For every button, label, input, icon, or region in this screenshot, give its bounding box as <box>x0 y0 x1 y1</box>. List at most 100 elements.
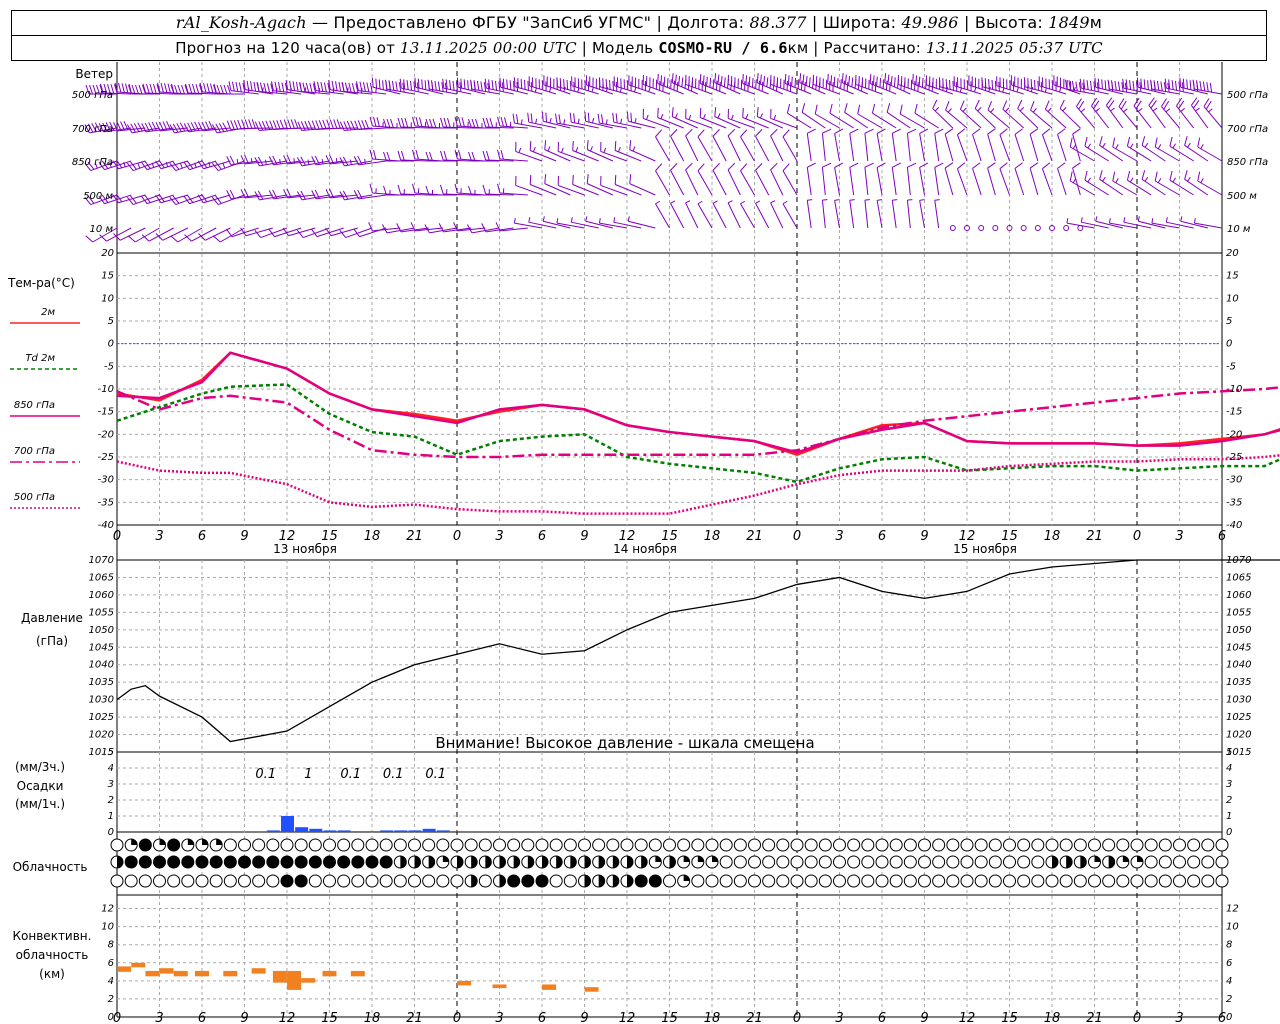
barb-shaft <box>1099 144 1124 162</box>
barb-half <box>570 217 573 223</box>
barb-flag <box>1192 79 1195 90</box>
cloud-circle <box>351 874 365 888</box>
ytick-left: 8 <box>108 940 114 951</box>
cloud-circle <box>238 838 251 852</box>
barb-flag <box>329 119 334 129</box>
cloud-circle <box>818 874 832 888</box>
cloud-circle <box>563 838 577 852</box>
barb-shaft <box>999 134 1010 162</box>
barb-flag <box>87 195 95 204</box>
wind-level-label: 500 м <box>83 191 113 202</box>
barb-flag <box>612 80 614 91</box>
barb-flag <box>94 122 101 132</box>
cloud-circle <box>1059 874 1073 888</box>
wind-level-label: 850 гПа <box>72 157 113 168</box>
provider-text: — Предоставлено ФГБУ "ЗапСиб УГМС" <box>312 13 652 32</box>
barb-shaft <box>1072 167 1081 196</box>
barb-flag <box>1118 98 1125 107</box>
barb-flag <box>323 82 327 92</box>
cloud-circle <box>620 838 634 852</box>
cloud-circle <box>705 874 719 888</box>
cloud-circle <box>1130 838 1144 852</box>
cloud-circle <box>124 855 138 869</box>
barb-flag <box>199 82 203 93</box>
cloud-circle <box>1173 855 1186 869</box>
barb-flag <box>938 77 941 87</box>
barb-shaft <box>1002 108 1025 129</box>
barb-flag <box>814 104 818 115</box>
barb-shaft <box>728 117 755 129</box>
cloud-circle <box>110 838 124 852</box>
barb-flag <box>254 229 262 238</box>
calm-circle <box>992 225 999 231</box>
barb-flag <box>471 118 476 129</box>
barb-flag <box>919 162 929 168</box>
barb-flag <box>300 121 306 131</box>
xtick-label: 15 <box>1001 1011 1018 1024</box>
barb-flag <box>1030 79 1033 89</box>
barb-half <box>548 87 552 93</box>
barb-flag <box>1099 136 1103 146</box>
barb-flag <box>362 82 366 92</box>
barb-shaft <box>857 113 883 129</box>
barb-flag <box>720 75 723 86</box>
barb-shaft <box>544 149 571 162</box>
barb-flag <box>952 80 954 91</box>
barb-flag <box>756 73 759 83</box>
barb-shaft <box>806 133 812 162</box>
barb-flag <box>257 190 264 200</box>
barb-flag <box>1014 162 1023 169</box>
barb-flag <box>981 77 983 87</box>
barb-shaft <box>821 167 826 196</box>
barb-half <box>807 199 813 201</box>
barb-shaft <box>1070 180 1095 196</box>
cloud-circle <box>1158 874 1172 888</box>
xtick-label: 3 <box>835 1011 843 1024</box>
barb-flag <box>486 117 490 128</box>
barb-flag <box>1023 77 1026 87</box>
cloud-circle <box>124 874 138 888</box>
barb-shaft <box>92 227 118 243</box>
barb-flag <box>699 74 702 84</box>
cloud-half <box>471 856 478 868</box>
barb-flag <box>296 157 303 167</box>
barb-half <box>598 218 601 224</box>
cloud-circle <box>946 874 960 888</box>
barb-half <box>1200 144 1204 150</box>
cloud-circle <box>748 855 761 869</box>
barb-flag <box>424 80 427 90</box>
barb-half <box>834 199 840 201</box>
barb-half <box>1187 142 1191 148</box>
barb-shaft <box>934 200 940 229</box>
barb-flag <box>1002 100 1008 110</box>
barb-flag <box>314 189 320 199</box>
cloud-half <box>513 856 520 868</box>
barb-flag <box>761 81 764 92</box>
ytick-right: 1035 <box>1226 677 1251 688</box>
barb-flag <box>822 128 832 134</box>
barb-flag <box>584 111 587 122</box>
precip-bar <box>451 831 464 832</box>
cloud-circle <box>1187 855 1201 869</box>
barb-flag <box>756 107 759 117</box>
barb-flag <box>934 162 944 168</box>
barb-flag <box>787 75 790 85</box>
cloud-circle <box>294 838 308 852</box>
barb-shaft <box>755 203 770 229</box>
barb-flag <box>141 123 147 133</box>
ytick-left: 2 <box>108 994 114 1005</box>
temp-legend-label: 500 гПа <box>14 492 55 503</box>
barb-shaft <box>104 160 132 171</box>
ytick-right: 1020 <box>1226 730 1251 741</box>
barb-shaft <box>934 167 940 196</box>
barb-flag <box>289 80 292 91</box>
barb-shaft <box>914 112 939 129</box>
barb-flag <box>338 81 342 92</box>
ytick-right: -5 <box>1226 361 1236 372</box>
barb-flag <box>449 80 452 90</box>
barb-half <box>1115 144 1119 150</box>
cloud-circle <box>733 855 747 869</box>
barb-shaft <box>1141 144 1166 162</box>
barb-flag <box>907 162 917 168</box>
barb-flag <box>425 118 430 129</box>
